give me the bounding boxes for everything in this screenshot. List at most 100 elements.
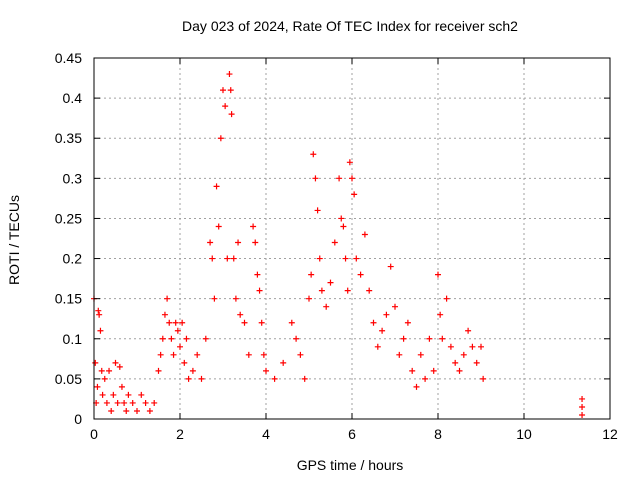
data-point	[134, 407, 140, 414]
data-point	[263, 367, 269, 374]
y-tick-label: 0.1	[63, 331, 83, 347]
y-tick-labels: 0 0.05 0.1 0.15 0.2 0.25 0.3 0.35 0.4 0.45	[55, 50, 82, 427]
data-point	[288, 319, 295, 326]
y-tick-label: 0.05	[55, 371, 82, 387]
data-point	[112, 359, 119, 366]
data-point	[346, 159, 353, 166]
data-point	[250, 223, 257, 230]
data-point	[344, 287, 351, 294]
chart-title: Day 023 of 2024, Rate Of TEC Index for r…	[182, 18, 518, 34]
y-tick-label: 0	[74, 411, 82, 427]
data-point	[217, 135, 224, 142]
data-point	[228, 111, 235, 118]
data-point	[579, 411, 586, 418]
data-point	[400, 335, 407, 342]
data-point	[213, 183, 220, 190]
data-point	[417, 351, 424, 358]
data-point	[98, 367, 105, 374]
data-point	[166, 319, 173, 326]
data-point	[308, 271, 315, 278]
data-point	[108, 407, 115, 414]
data-point	[101, 375, 108, 382]
data-point	[404, 319, 411, 326]
axis-ticks	[93, 57, 611, 420]
data-point	[351, 191, 358, 198]
data-point	[125, 391, 132, 398]
data-point	[422, 375, 429, 382]
data-point	[211, 295, 218, 302]
data-point	[97, 327, 104, 334]
y-axis-label: ROTI / TECUs	[6, 195, 22, 285]
data-point	[469, 343, 476, 350]
data-point	[146, 407, 153, 414]
data-point	[456, 367, 463, 374]
data-point	[310, 151, 317, 158]
data-point	[222, 103, 229, 110]
y-tick-label: 0.15	[55, 291, 82, 307]
data-point	[198, 375, 205, 382]
data-point	[387, 263, 394, 270]
data-point	[316, 255, 323, 262]
y-tick-label: 0.35	[55, 130, 82, 146]
data-point	[118, 383, 125, 390]
data-point	[95, 307, 102, 314]
y-tick-label: 0.45	[55, 50, 82, 66]
y-tick-label: 0.25	[55, 210, 82, 226]
x-tick-label: 12	[602, 426, 618, 442]
data-point	[280, 359, 287, 366]
data-point	[159, 335, 166, 342]
data-point	[155, 367, 162, 374]
data-point	[181, 359, 188, 366]
data-point	[142, 399, 149, 406]
data-point	[396, 351, 403, 358]
data-point	[151, 399, 158, 406]
data-point	[138, 391, 145, 398]
data-point	[185, 375, 192, 382]
data-point	[357, 271, 364, 278]
data-point	[161, 311, 168, 318]
data-point	[164, 295, 171, 302]
data-point	[338, 215, 345, 222]
data-point	[207, 239, 214, 246]
y-tick-label: 0.2	[63, 251, 83, 267]
data-point	[323, 303, 330, 310]
data-point	[237, 311, 244, 318]
data-point	[183, 335, 190, 342]
data-point	[114, 399, 121, 406]
data-point	[92, 359, 99, 366]
data-point	[123, 407, 130, 414]
data-point	[271, 375, 278, 382]
x-tick-label: 10	[516, 426, 532, 442]
data-point	[245, 351, 252, 358]
data-point	[306, 295, 312, 302]
data-point	[293, 335, 300, 342]
data-point	[254, 271, 261, 278]
data-point	[241, 319, 248, 326]
data-point	[447, 343, 454, 350]
data-point	[374, 343, 381, 350]
data-point	[480, 375, 487, 382]
x-tick-labels: 0 2 4 6 8 10 12	[90, 426, 618, 442]
data-point	[177, 343, 183, 350]
data-point	[392, 303, 398, 310]
data-point	[437, 311, 444, 318]
x-tick-label: 0	[90, 426, 98, 442]
data-point	[209, 255, 216, 262]
data-point	[413, 383, 420, 390]
data-point	[379, 327, 386, 334]
data-point	[157, 351, 164, 358]
data-point	[312, 175, 319, 182]
data-point	[336, 175, 343, 182]
data-point	[430, 367, 437, 374]
data-point	[94, 383, 101, 390]
x-tick-label: 4	[262, 426, 270, 442]
data-point	[103, 399, 110, 406]
data-point	[170, 351, 177, 358]
data-point	[260, 351, 267, 358]
data-point	[224, 255, 231, 262]
scatter-points	[91, 71, 586, 418]
data-point	[439, 335, 446, 342]
data-point	[383, 311, 390, 318]
data-point	[361, 231, 368, 238]
data-point	[452, 359, 459, 366]
